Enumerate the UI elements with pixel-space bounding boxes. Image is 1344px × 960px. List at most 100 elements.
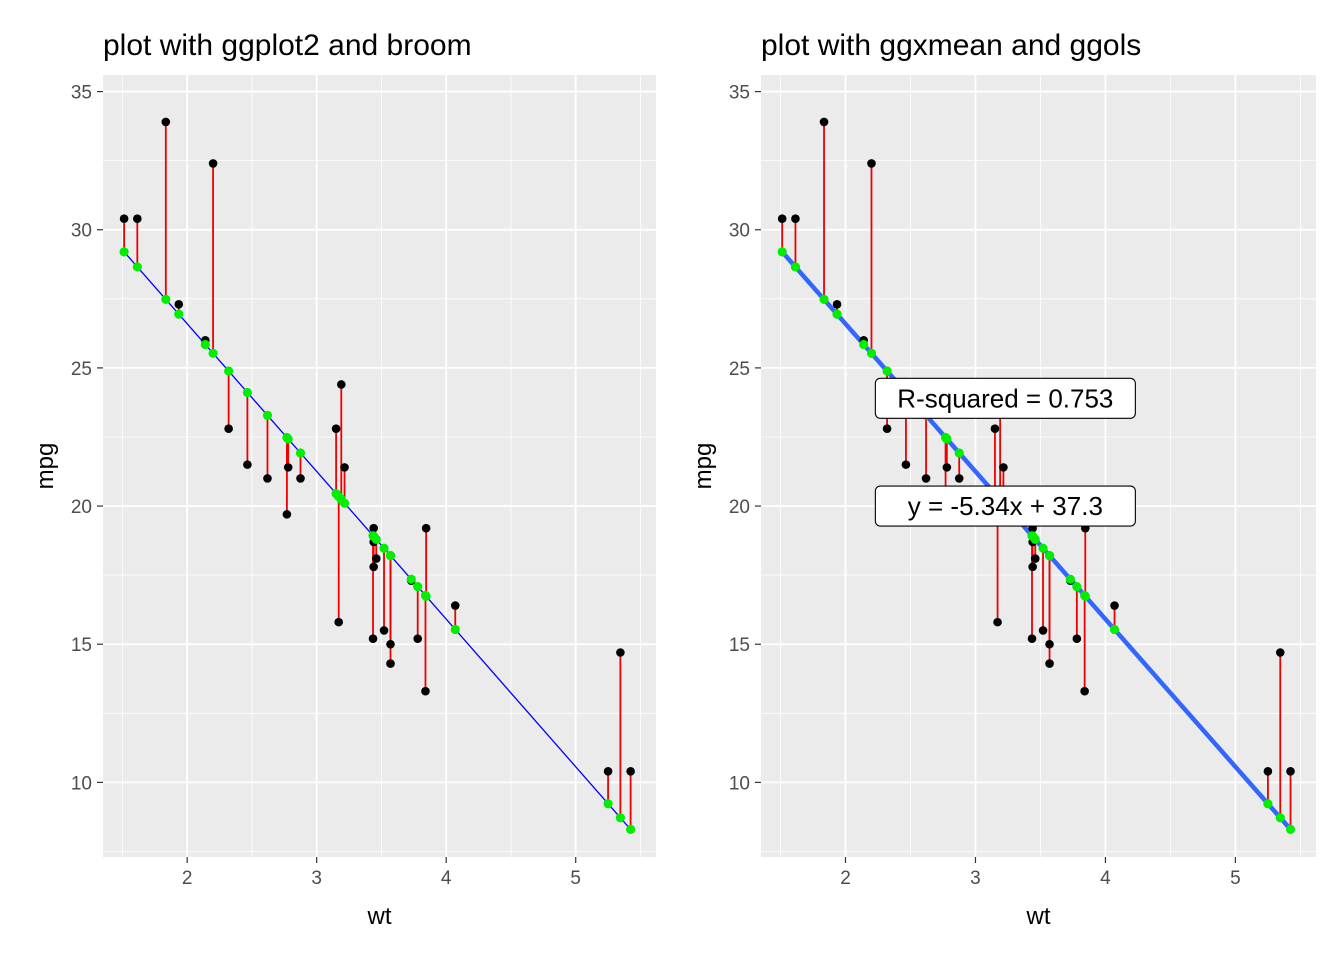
- fitted-point: [866, 348, 877, 358]
- fitted-point: [334, 491, 344, 502]
- data-point: [954, 474, 964, 483]
- data-point: [340, 463, 349, 472]
- data-point: [990, 424, 1000, 433]
- data-point: [603, 767, 613, 776]
- data-point: [819, 117, 829, 127]
- data-point: [1286, 767, 1295, 776]
- data-point: [999, 463, 1008, 472]
- x-tick-label: 2: [840, 868, 851, 889]
- annotation-box: [874, 377, 1136, 419]
- data-point: [626, 767, 635, 776]
- fitted-point: [819, 294, 829, 305]
- y-tick-label: 20: [729, 497, 750, 518]
- data-point: [386, 639, 395, 649]
- data-point: [263, 474, 272, 483]
- fitted-point: [1109, 624, 1120, 635]
- fitted-point: [832, 309, 842, 319]
- x-tick-label: 3: [311, 868, 322, 889]
- data-point: [369, 562, 378, 572]
- y-axis-label: mpg: [690, 443, 717, 490]
- fitted-point: [954, 448, 964, 458]
- data-point: [1027, 634, 1037, 644]
- data-point: [119, 214, 129, 223]
- x-tick-label: 2: [182, 868, 193, 889]
- data-point: [243, 460, 252, 469]
- data-point: [1080, 686, 1089, 696]
- data-point: [1275, 648, 1285, 657]
- y-tick-label: 10: [71, 773, 92, 794]
- data-point: [283, 463, 293, 472]
- x-tick-label: 4: [441, 868, 452, 889]
- fitted-point: [1027, 531, 1037, 541]
- data-point: [208, 159, 218, 168]
- fitted-point: [283, 434, 293, 444]
- data-point: [1045, 659, 1054, 668]
- data-point: [942, 463, 952, 472]
- y-tick-label: 35: [729, 83, 750, 104]
- data-point: [616, 648, 625, 657]
- fitted-point: [1275, 813, 1285, 823]
- fitted-point: [161, 294, 171, 305]
- data-point: [421, 523, 431, 533]
- plot-panel: [761, 75, 1316, 857]
- data-point: [224, 424, 233, 433]
- data-point: [993, 617, 1002, 627]
- fitted-point: [942, 434, 952, 444]
- y-tick-label: 30: [71, 221, 92, 242]
- data-point: [450, 601, 460, 610]
- data-point: [369, 523, 378, 533]
- data-point: [386, 659, 395, 668]
- data-point: [1072, 634, 1082, 644]
- annotation-label: y = -5.34x + 37.3: [908, 491, 1103, 521]
- data-point: [777, 214, 787, 223]
- data-point: [161, 117, 171, 127]
- fitted-point: [615, 813, 625, 823]
- fitted-point: [132, 262, 142, 272]
- fitted-point: [413, 582, 423, 592]
- y-tick-label: 25: [71, 359, 92, 380]
- fitted-point: [119, 247, 129, 257]
- fitted-point: [859, 339, 869, 350]
- y-tick-label: 10: [729, 773, 750, 794]
- data-point: [334, 617, 344, 627]
- data-point: [296, 474, 305, 483]
- data-point: [174, 300, 184, 309]
- data-point: [791, 214, 800, 223]
- fitted-point: [406, 574, 416, 584]
- fitted-point: [368, 531, 378, 541]
- fitted-point: [208, 348, 218, 358]
- x-tick-label: 4: [1100, 868, 1111, 889]
- fitted-point: [421, 591, 431, 601]
- fitted-point: [200, 339, 210, 350]
- data-point: [282, 510, 292, 519]
- fitted-point: [1044, 551, 1055, 561]
- chart-title: plot with ggxmean and ggols: [761, 29, 1141, 62]
- plot-panel: [103, 75, 656, 857]
- data-point: [1028, 562, 1037, 572]
- fitted-point: [626, 824, 636, 834]
- fitted-point: [1065, 574, 1075, 584]
- fitted-point: [224, 366, 234, 376]
- right-plot: 2 3 4 5 10 15 20 25 30 35 R-squared = 0.753 y = -5.…: [690, 29, 1316, 930]
- y-tick-label: 25: [729, 359, 750, 380]
- fitted-point: [379, 543, 389, 553]
- y-tick-label: 30: [729, 221, 750, 242]
- y-axis-label: mpg: [32, 443, 59, 490]
- data-point: [1263, 767, 1273, 776]
- fitted-point: [1263, 799, 1273, 809]
- annotation-box: [874, 485, 1136, 527]
- data-point: [882, 424, 892, 433]
- x-axis-label: wt: [1026, 903, 1051, 930]
- left-plot: 2 3 4 5 10 15 20 25 30 35 plot with ggplot2 and br…: [32, 29, 656, 930]
- x-axis-label: wt: [367, 903, 392, 930]
- fitted-point: [1080, 591, 1090, 601]
- x-tick-label: 5: [570, 868, 581, 889]
- fitted-point: [603, 799, 613, 809]
- data-point: [901, 460, 911, 469]
- chart-title: plot with ggplot2 and broom: [103, 29, 472, 62]
- y-tick-label: 15: [729, 635, 750, 656]
- fitted-point: [1285, 824, 1296, 834]
- data-point: [331, 424, 341, 433]
- fitted-point: [777, 247, 787, 257]
